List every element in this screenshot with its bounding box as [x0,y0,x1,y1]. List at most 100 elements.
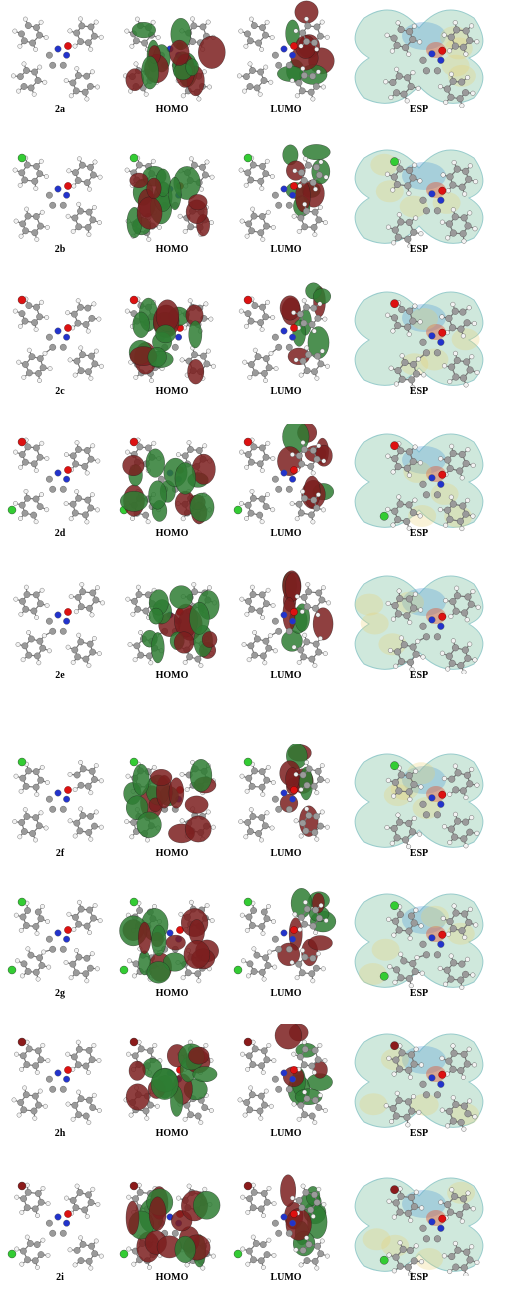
2f-lumo-molecule [238,757,330,843]
2e-structure-oxygen-atom [64,608,72,616]
2g-esp-label: ESP [409,988,429,999]
2b-structure-label: 2b [54,244,66,255]
2g-lumo-orbital-lobes [277,888,337,967]
2g-esp-substituent-atom [379,971,389,981]
2b-lumo-substituent-atom [243,153,253,163]
2a-structure-label: 2a [55,104,65,115]
2c-homo-panel [112,282,232,388]
2b-esp-panel [344,138,494,248]
2d-homo-substituent-atom [129,437,139,447]
2h-lumo-panel [226,1024,346,1130]
2d-esp-substituent-atom [379,511,389,521]
2e-esp-molecule [385,585,479,674]
2g-structure-label: 2g [55,988,65,999]
2g-homo-label: HOMO [155,988,189,999]
2i-lumo-oxygen-atom [290,1210,298,1218]
2b-structure-oxygen-atom [64,182,72,190]
2g-lumo-label: LUMO [270,988,302,999]
2f-structure-oxygen-atom [64,786,72,794]
2a-lumo-molecule [236,16,330,102]
2b-esp-oxygen-atom [438,186,447,195]
2i-esp-substituent-atom [390,1185,399,1195]
2g-esp-oxygen-atom [438,930,447,939]
2e-structure-molecule [13,582,106,668]
2a-homo-label: HOMO [155,104,189,115]
2e-homo-panel [112,566,232,672]
2i-structure-label: 2i [56,1272,64,1283]
2h-homo-panel [112,1024,232,1130]
2i-lumo-label: LUMO [270,1272,302,1283]
2b-lumo-oxygen-atom [290,182,298,190]
2e-lumo-oxygen-atom [290,608,298,616]
2a-lumo-oxygen-atom [290,42,298,50]
2f-esp-surface [354,753,484,848]
2c-structure-molecule [12,295,104,384]
2f-esp-substituent-atom [390,761,399,771]
2g-lumo-oxygen-atom [290,926,298,934]
2h-esp-oxygen-atom [438,1070,447,1079]
2b-esp-molecule [384,157,479,248]
2c-esp-substituent-atom [390,299,399,309]
2b-lumo-panel [226,140,346,246]
2a-structure-panel [0,0,120,106]
2i-esp-label: ESP [409,1272,429,1283]
2f-structure-panel [0,744,120,850]
2f-structure-label: 2f [55,848,65,859]
2i-lumo-substituent-atom [243,1181,253,1191]
2i-esp-oxygen-atom [438,1214,447,1223]
2i-esp-panel [344,1166,494,1276]
2f-lumo-substituent-atom [243,757,253,767]
2i-structure-substituent-atom [7,1249,17,1259]
2b-structure-panel [0,140,120,246]
2h-esp-label: ESP [409,1128,429,1139]
2c-structure-panel [0,282,120,388]
2d-lumo-substituent-atom [233,505,243,515]
2i-esp-molecule [379,1185,479,1276]
2d-homo-orbital-lobes [120,448,216,524]
2b-lumo-molecule [238,153,329,242]
2e-esp-panel [344,564,494,674]
2e-lumo-molecule [239,582,332,668]
2b-lumo-label: LUMO [270,244,302,255]
2b-structure-molecule [12,153,103,242]
2g-structure-oxygen-atom [64,926,72,934]
2c-lumo-panel [226,282,346,388]
2c-esp-panel [344,280,494,390]
2e-esp-oxygen-atom [438,612,447,621]
2e-lumo-panel [226,566,346,672]
2d-homo-label: HOMO [155,528,189,539]
2d-esp-panel [344,422,494,532]
compound-row-2c: 2c HOMO LUMO ESP [0,282,506,410]
2f-esp-label: ESP [409,848,429,859]
2c-homo-label: HOMO [155,386,189,397]
2d-structure-molecule [7,437,101,525]
2f-homo-substituent-atom [129,757,139,767]
2i-esp-surface [354,1177,484,1272]
2a-lumo-panel [226,0,346,106]
2d-lumo-substituent-atom [243,437,253,447]
2d-lumo-oxygen-atom [290,466,298,474]
2e-homo-orbital-lobes [141,585,220,664]
2i-homo-substituent-atom [129,1181,139,1191]
2c-lumo-molecule [238,295,330,384]
2g-structure-molecule [7,897,103,984]
2d-structure-substituent-atom [17,437,27,447]
2g-structure-substituent-atom [17,897,27,907]
2h-homo-orbital-lobes [125,1043,218,1117]
2c-homo-orbital-lobes [128,297,205,385]
2f-esp-oxygen-atom [438,790,447,799]
2g-homo-orbital-lobes [119,908,219,984]
2h-lumo-molecule [237,1037,328,1125]
2d-esp-positive-region [402,446,446,474]
2g-homo-substituent-atom [119,965,129,975]
2b-esp-positive-region [402,162,446,190]
2i-lumo-panel [226,1168,346,1274]
2e-structure-label: 2e [55,670,65,681]
2d-structure-panel [0,424,120,530]
2b-esp-surface [354,149,484,244]
2h-structure-panel [0,1024,120,1130]
2c-structure-oxygen-atom [64,324,72,332]
2g-esp-substituent-atom [390,901,399,911]
2a-esp-panel [344,0,494,108]
2i-structure-oxygen-atom [64,1210,72,1218]
